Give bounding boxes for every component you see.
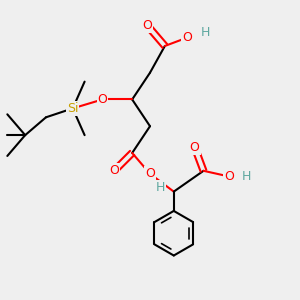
- Text: O: O: [110, 164, 119, 177]
- Text: H: H: [200, 26, 210, 39]
- Text: O: O: [145, 167, 155, 180]
- Text: H: H: [156, 181, 165, 194]
- Text: Si: Si: [67, 102, 79, 115]
- Text: O: O: [142, 19, 152, 32]
- Text: O: O: [98, 93, 107, 106]
- Text: H: H: [242, 170, 251, 183]
- Text: O: O: [224, 170, 234, 183]
- Text: O: O: [182, 31, 192, 44]
- Text: O: O: [190, 140, 200, 154]
